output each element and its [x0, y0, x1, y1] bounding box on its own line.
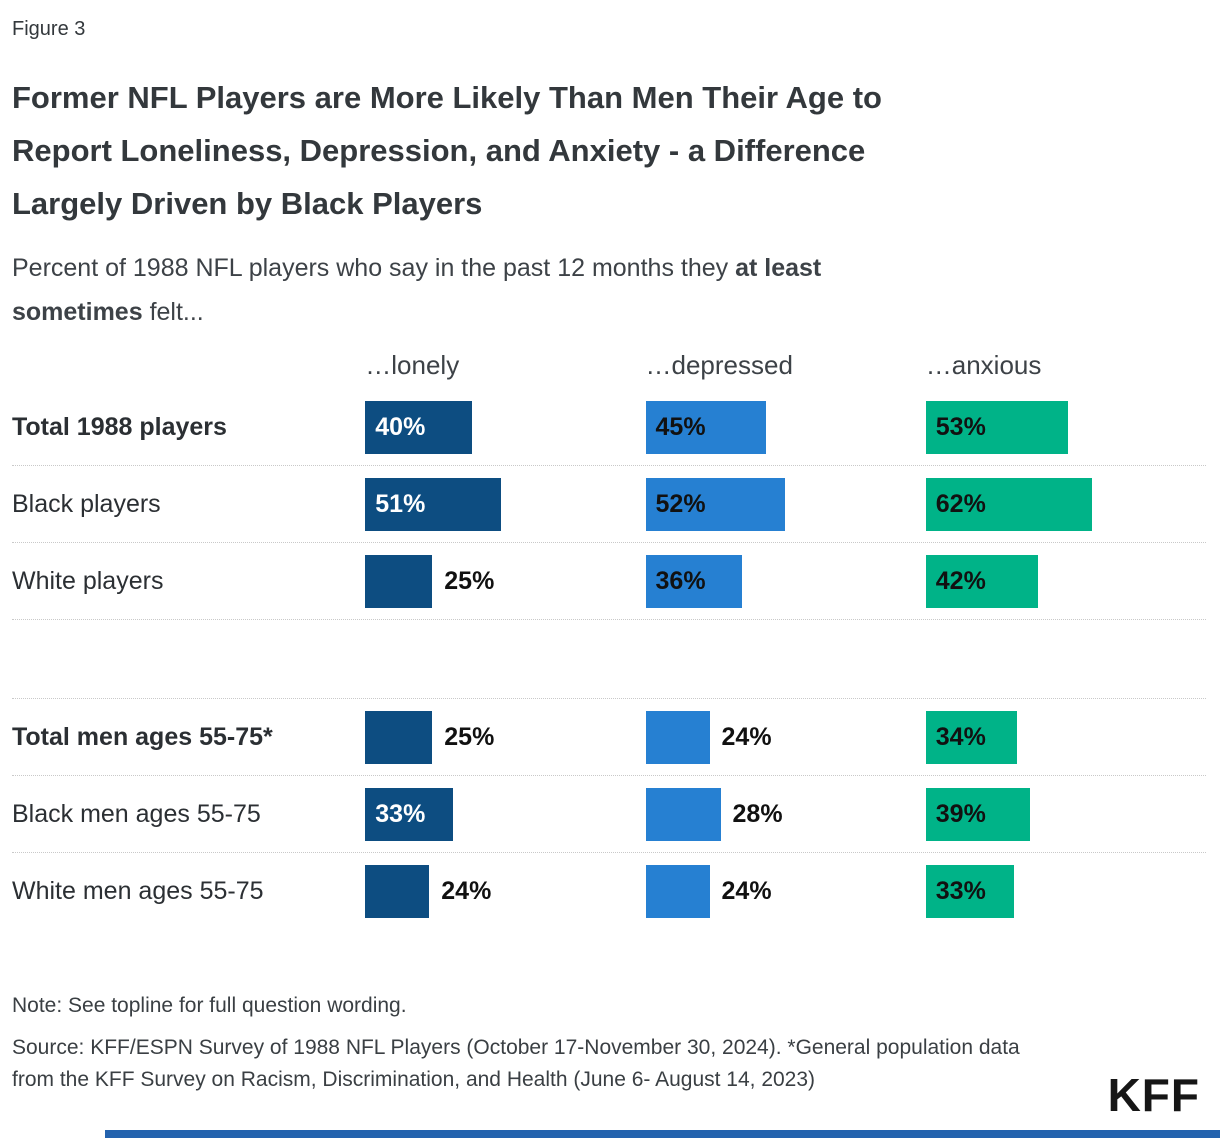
figure-page: Figure 3 Former NFL Players are More Lik…	[12, 18, 1206, 1091]
header-spacer	[12, 350, 365, 381]
bar-cell: 39%	[925, 787, 1206, 841]
row-label: Black players	[12, 489, 161, 518]
bar-cell: 53%	[925, 400, 1206, 454]
bar-cell: 34%	[925, 710, 1206, 764]
bar	[645, 865, 710, 918]
bar: 51%	[365, 477, 502, 531]
column-header-2: …depressed	[645, 350, 793, 380]
bar-cell: 24%	[645, 865, 926, 918]
bar-cell: 33%	[925, 865, 1206, 918]
note: Note: See topline for full question word…	[12, 994, 407, 1017]
bar-cell: 25%	[365, 710, 645, 764]
bar	[645, 710, 710, 764]
bar-value-label: 33%	[935, 877, 986, 905]
source: Source: KFF/ESPN Survey of 1988 NFL Play…	[12, 1036, 1020, 1091]
bar-value-label: 28%	[732, 799, 783, 828]
bar: 33%	[925, 865, 1014, 918]
bar: 45%	[645, 400, 766, 454]
bar	[365, 710, 433, 764]
bar: 52%	[645, 477, 785, 531]
row-label: Black men ages 55-75	[12, 799, 261, 828]
page-title: Former NFL Players are More Likely Than …	[12, 80, 882, 221]
column-headers: …lonely …depressed …anxious	[12, 350, 1206, 381]
bar-value-label: 52%	[655, 489, 706, 518]
bar-cell: 24%	[365, 865, 645, 918]
subtitle-prefix: Percent of 1988 NFL players who say in t…	[12, 254, 736, 282]
bar-cell: 51%	[365, 477, 645, 531]
bar-value-label: 34%	[935, 722, 986, 751]
bar-value-label: 24%	[441, 877, 492, 905]
bar-cell: 25%	[365, 554, 645, 608]
bar-row: White players 25% 36% 42%	[12, 543, 1206, 620]
bar	[365, 554, 433, 608]
bar: 53%	[925, 400, 1068, 454]
row-label: Total men ages 55-75*	[12, 722, 273, 751]
bar: 36%	[645, 554, 742, 608]
bar-value-label: 36%	[655, 566, 706, 595]
bar-value-label: 25%	[444, 722, 495, 751]
bar: 62%	[925, 477, 1092, 531]
subtitle-bold: at least sometimes	[12, 254, 822, 326]
row-label: Total 1988 players	[12, 412, 227, 441]
subtitle-suffix: felt...	[142, 298, 204, 326]
bar-cell: 62%	[925, 477, 1206, 531]
bar-value-label: 39%	[935, 799, 986, 828]
row-label: White men ages 55-75	[12, 877, 264, 905]
column-header-1: …lonely	[365, 350, 460, 380]
bar-value-label: 45%	[655, 412, 706, 441]
bar	[365, 865, 430, 918]
bar-value-label: 53%	[935, 412, 986, 441]
kff-logo: KFF	[1107, 1069, 1200, 1121]
row-label: White players	[12, 566, 164, 595]
bar-value-label: 42%	[935, 566, 986, 595]
bar-value-label: 24%	[721, 722, 772, 751]
footer-accent-bar	[105, 1130, 1220, 1138]
bar-cell: 40%	[365, 400, 645, 454]
bar: 34%	[925, 710, 1017, 764]
bar-cell: 28%	[645, 787, 926, 841]
bar-cell: 33%	[365, 787, 645, 841]
figure-label: Figure 3	[12, 18, 86, 40]
row-group-2: Total men ages 55-75* 25% 24% 34% Black men …	[12, 698, 1206, 930]
bar-cell: 36%	[645, 554, 926, 608]
bar-cell: 52%	[645, 477, 926, 531]
bar-row: Black players 51% 52% 62%	[12, 466, 1206, 543]
bar: 33%	[365, 787, 454, 841]
bar-row: Total men ages 55-75* 25% 24% 34%	[12, 699, 1206, 776]
bar-value-label: 25%	[444, 566, 495, 595]
bar-value-label: 51%	[375, 489, 426, 518]
bar: 40%	[365, 400, 473, 454]
bar: 42%	[925, 554, 1038, 608]
bar-value-label: 62%	[935, 489, 986, 518]
bar-row: Black men ages 55-75 33% 28% 39%	[12, 776, 1206, 853]
bar-cell: 42%	[925, 554, 1206, 608]
bar-row: White men ages 55-75 24% 24% 33%	[12, 853, 1206, 930]
column-header-3: …anxious	[925, 350, 1042, 380]
bar: 39%	[925, 787, 1030, 841]
bar-value-label: 40%	[375, 412, 426, 441]
bar-cell: 24%	[645, 710, 926, 764]
group-gap	[12, 620, 1206, 698]
chart-rows: Total 1988 players 40% 45% 53% Black players…	[12, 389, 1206, 930]
grouped-bar-chart: …lonely …depressed …anxious Total 1988 pla…	[12, 350, 1206, 930]
bar-value-label: 24%	[721, 877, 772, 905]
bar-value-label: 33%	[375, 799, 426, 828]
bar-row: Total 1988 players 40% 45% 53%	[12, 389, 1206, 466]
bar-cell: 45%	[645, 400, 926, 454]
bar	[645, 787, 721, 841]
row-group-1: Total 1988 players 40% 45% 53% Black players…	[12, 389, 1206, 620]
subtitle: Percent of 1988 NFL players who say in t…	[12, 246, 952, 334]
